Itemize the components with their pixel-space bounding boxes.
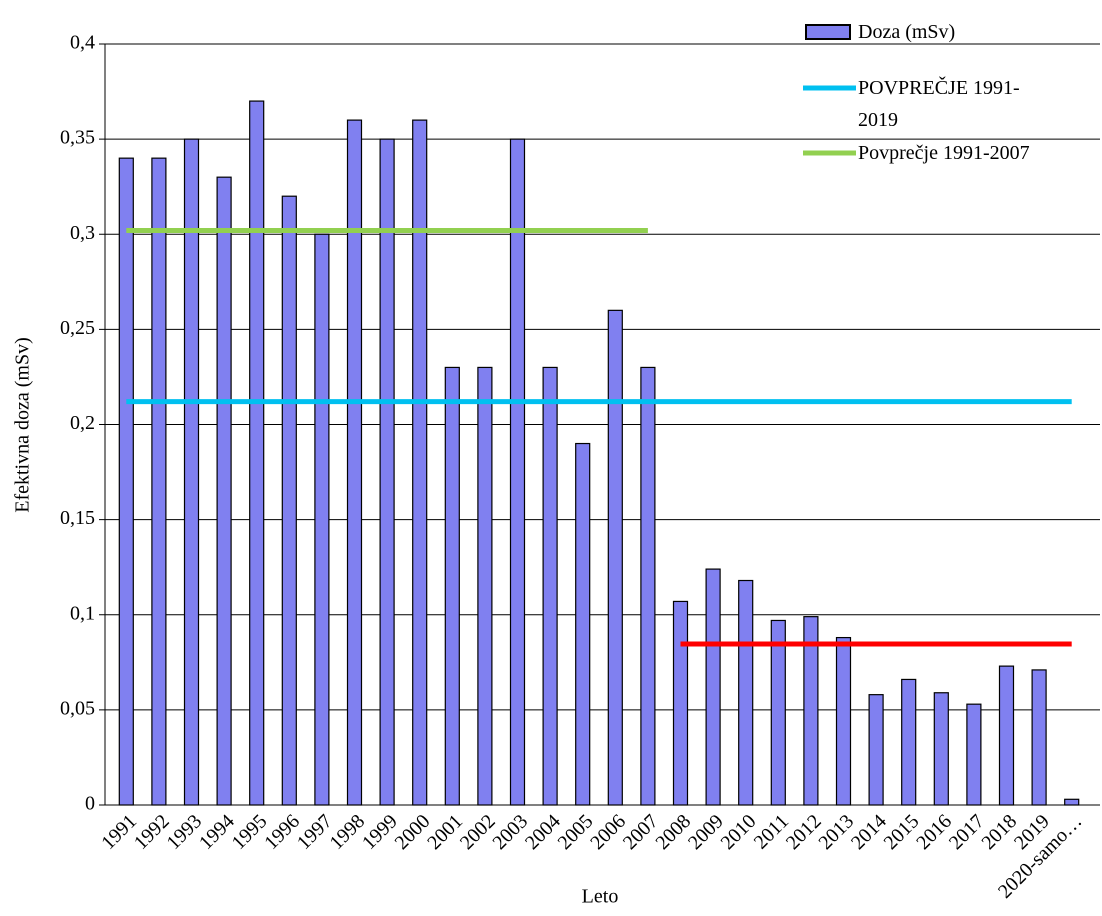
x-tick-label: 1998 [325, 810, 369, 854]
y-tick-label: 0,05 [60, 697, 95, 719]
x-tick-label: 2017 [945, 810, 989, 854]
bar [607, 309, 623, 806]
legend-label: Doza (mSv) [858, 21, 956, 43]
legend-label: Povprečje 1991-2007 [858, 142, 1030, 164]
x-tick-label: 1993 [162, 810, 206, 854]
x-tick-label: 1995 [228, 810, 272, 854]
bar [118, 157, 134, 806]
x-tick-label: 2005 [554, 810, 598, 854]
x-tick-label: 2011 [750, 810, 793, 853]
y-tick-label: 0,25 [60, 317, 95, 339]
bar [868, 694, 884, 806]
legend-swatch [805, 24, 851, 40]
x-tick-label: 2000 [391, 810, 435, 854]
x-tick-label: 2004 [521, 810, 565, 854]
x-tick-label: 2002 [456, 810, 500, 854]
legend-label: POVPREČJE 1991-2019 [858, 77, 1020, 131]
x-tick-label: 1991 [97, 810, 141, 854]
x-tick-label: 1994 [195, 810, 239, 854]
bar [1031, 669, 1047, 806]
y-tick-label: 0,35 [60, 127, 95, 149]
x-tick-label: 2013 [814, 810, 858, 854]
bar [444, 366, 460, 806]
x-tick-label: 1999 [358, 810, 402, 854]
bar [640, 366, 656, 806]
x-tick-label: 2003 [488, 810, 532, 854]
bar [966, 703, 982, 806]
bar [705, 568, 721, 806]
bar [183, 138, 200, 806]
bar [379, 138, 395, 806]
y-tick-label: 0,2 [70, 412, 95, 434]
y-tick-label: 0 [85, 793, 95, 815]
x-tick-label: 2012 [782, 810, 826, 854]
bar [314, 233, 330, 806]
bar [901, 678, 917, 806]
bar [770, 619, 786, 806]
y-tick-label: 0,15 [60, 507, 95, 529]
bar [509, 138, 526, 806]
y-tick-label: 0,4 [70, 32, 95, 54]
x-tick-label: 2018 [977, 810, 1021, 854]
bar [575, 442, 591, 806]
bar [216, 176, 232, 806]
x-tick-label: 1997 [293, 810, 337, 854]
bar [835, 636, 852, 806]
bar [477, 366, 493, 806]
bar [151, 157, 167, 806]
bar [933, 692, 949, 806]
y-tick-label: 0,1 [70, 602, 95, 624]
x-tick-label: 2016 [912, 810, 956, 854]
bar [249, 100, 265, 806]
bar [412, 119, 428, 806]
x-axis-title: Leto [582, 886, 619, 908]
bar [281, 195, 297, 806]
y-tick-label: 0,3 [70, 222, 95, 244]
x-tick-label: 1992 [130, 810, 174, 854]
x-tick-label: 2010 [717, 810, 761, 854]
x-tick-label: 2006 [586, 810, 630, 854]
x-tick-label: 2015 [880, 810, 924, 854]
x-tick-label: 1996 [260, 810, 304, 854]
x-tick-label: 2014 [847, 810, 891, 854]
x-tick-label: 2009 [684, 810, 728, 854]
bar [738, 579, 754, 806]
bar [1064, 798, 1080, 806]
bar [542, 366, 558, 806]
bar [998, 665, 1015, 806]
x-tick-label: 2008 [651, 810, 695, 854]
x-tick-label: 2001 [423, 810, 467, 854]
bar [672, 600, 689, 806]
x-tick-label: 2007 [619, 810, 663, 854]
y-axis-title: Efektivna doza (mSv) [12, 337, 34, 513]
bar [346, 119, 363, 806]
